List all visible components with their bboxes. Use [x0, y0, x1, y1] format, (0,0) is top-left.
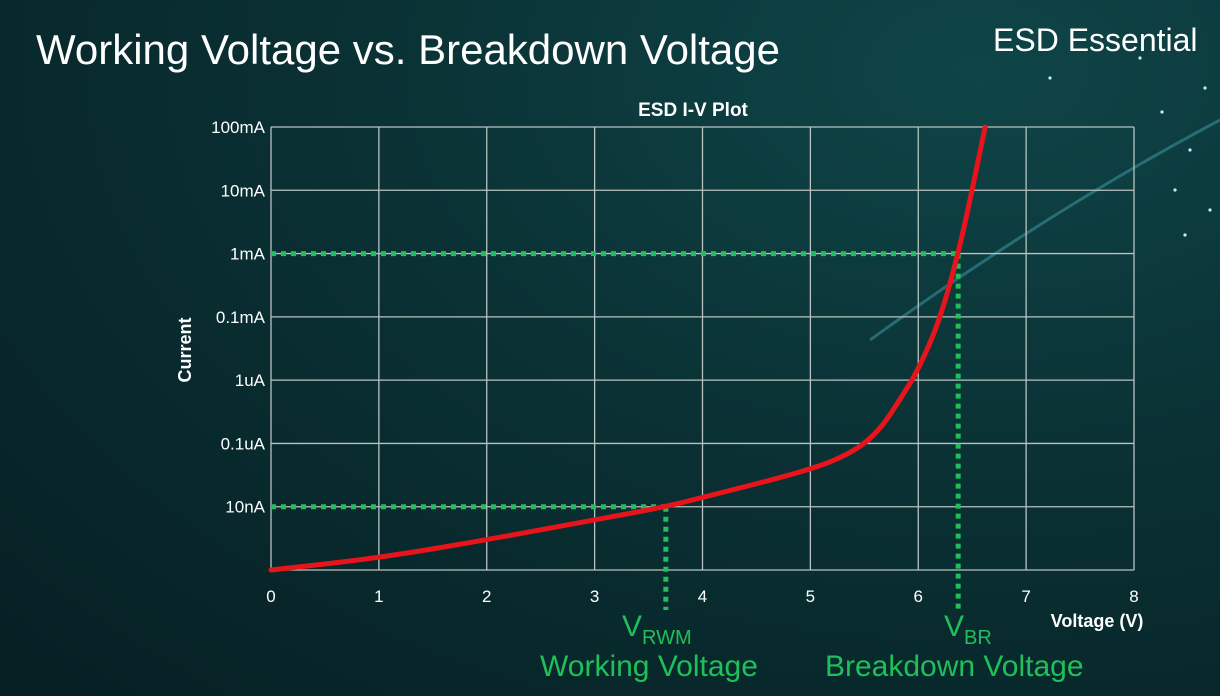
x-tick-label: 6	[914, 587, 923, 606]
y-tick-label: 100mA	[211, 118, 266, 137]
x-tick-label: 4	[698, 587, 707, 606]
x-tick-label: 5	[806, 587, 815, 606]
star-dot	[1160, 110, 1164, 114]
x-tick-label: 0	[266, 587, 275, 606]
x-tick-label: 7	[1021, 587, 1030, 606]
vbr-annotation: VBR	[944, 610, 992, 650]
vbr-subscript: BR	[964, 627, 992, 649]
vrwm-subscript: RWM	[642, 627, 692, 649]
vrwm-annotation: VRWM	[622, 610, 692, 650]
y-tick-label: 1mA	[230, 245, 266, 264]
y-axis-label: Current	[175, 317, 195, 382]
y-tick-label: 1uA	[235, 371, 266, 390]
iv-curve	[268, 124, 988, 573]
x-tick-label: 1	[374, 587, 383, 606]
vbr-symbol: V	[944, 610, 965, 643]
star-dot	[1188, 148, 1192, 152]
vrwm-label: Working Voltage	[540, 650, 758, 683]
star-dot	[1203, 86, 1207, 90]
x-tick-label: 3	[590, 587, 599, 606]
x-tick-label: 2	[482, 587, 491, 606]
y-tick-label: 0.1uA	[221, 434, 266, 453]
star-dot	[1183, 233, 1187, 237]
star-dot	[1173, 188, 1177, 192]
star-dot	[1138, 56, 1142, 60]
x-tick-label: 8	[1129, 587, 1138, 606]
y-tick-label: 10mA	[221, 181, 266, 200]
chart-title: ESD I-V Plot	[638, 100, 748, 121]
star-dot	[1048, 76, 1052, 80]
y-tick-label: 0.1mA	[216, 308, 266, 327]
vbr-label: Breakdown Voltage	[825, 650, 1084, 683]
light-streak	[869, 118, 1220, 342]
vrwm-symbol: V	[622, 610, 643, 643]
x-axis-label: Voltage (V)	[1051, 611, 1144, 631]
brand-logo-text: ESD Essential	[993, 22, 1198, 58]
y-tick-label: 10nA	[225, 498, 265, 517]
star-dot	[1208, 208, 1212, 212]
slide-title: Working Voltage vs. Breakdown Voltage	[36, 26, 781, 73]
